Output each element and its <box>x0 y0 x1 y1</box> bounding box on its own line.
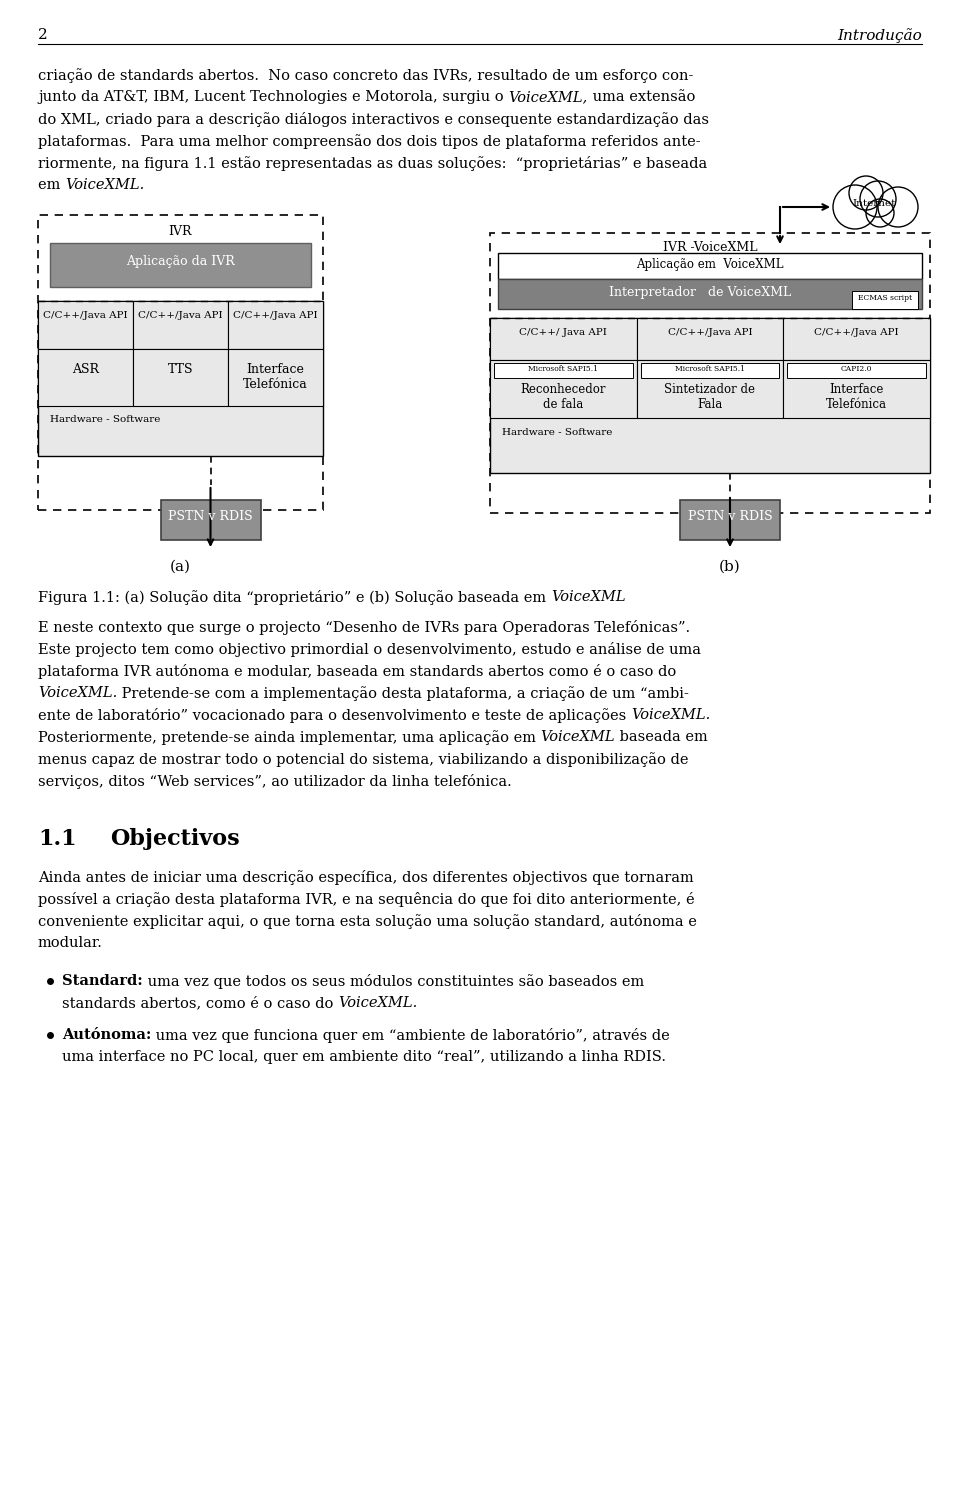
Text: Aplicação em  VoiceXML: Aplicação em VoiceXML <box>636 258 783 271</box>
Text: Figura 1.1: (a) Solução dita “proprietário” e (b) Solução baseada em: Figura 1.1: (a) Solução dita “proprietár… <box>38 590 551 605</box>
Text: Autónoma:: Autónoma: <box>62 1027 152 1042</box>
Bar <box>852 291 918 309</box>
Text: VoiceXML.: VoiceXML. <box>338 996 418 1009</box>
Bar <box>787 362 926 379</box>
Circle shape <box>878 186 918 227</box>
Text: (a): (a) <box>170 561 191 574</box>
Circle shape <box>866 198 894 227</box>
Text: menus capaz de mostrar todo o potencial do sistema, viabilizando a disponibiliza: menus capaz de mostrar todo o potencial … <box>38 751 688 766</box>
Bar <box>494 362 633 379</box>
Text: VoiceXML.: VoiceXML. <box>631 708 710 722</box>
Text: VoiceXML: VoiceXML <box>551 590 625 604</box>
Text: 1.1: 1.1 <box>38 828 77 850</box>
Text: C/C++/Java API: C/C++/Java API <box>43 312 128 321</box>
Text: Microsoft SAPI5.1: Microsoft SAPI5.1 <box>675 365 745 373</box>
Bar <box>50 243 311 286</box>
Text: C/C++/Java API: C/C++/Java API <box>138 312 223 321</box>
Bar <box>498 253 922 279</box>
Text: Sintetizador de
Fala: Sintetizador de Fala <box>664 383 756 412</box>
Text: conveniente explicitar aqui, o que torna esta solução uma solução standard, autó: conveniente explicitar aqui, o que torna… <box>38 914 697 929</box>
Text: ECMAS script: ECMAS script <box>858 294 912 303</box>
Circle shape <box>849 176 883 210</box>
Text: plataforma IVR autónoma e modular, baseada em standards abertos como é o caso do: plataforma IVR autónoma e modular, basea… <box>38 663 676 678</box>
Text: Microsoft SAPI5.1: Microsoft SAPI5.1 <box>528 365 598 373</box>
Bar <box>160 499 260 540</box>
Bar <box>38 349 133 406</box>
Text: baseada em: baseada em <box>615 731 708 744</box>
Text: PSTN v RDIS: PSTN v RDIS <box>687 510 772 523</box>
Text: standards abertos, como é o caso do: standards abertos, como é o caso do <box>62 996 338 1009</box>
Text: Hardware - Software: Hardware - Software <box>50 414 160 423</box>
Text: modular.: modular. <box>38 936 103 950</box>
Bar <box>636 359 783 417</box>
Bar <box>490 318 636 359</box>
Text: VoiceXML: VoiceXML <box>540 731 615 744</box>
Text: uma vez que funciona quer em “ambiente de laboratório”, através de: uma vez que funciona quer em “ambiente d… <box>152 1027 670 1044</box>
Text: riormente, na figura 1.1 estão representadas as duas soluções:  “proprietárias” : riormente, na figura 1.1 estão represent… <box>38 157 708 171</box>
Text: Ainda antes de iniciar uma descrição específica, dos diferentes objectivos que t: Ainda antes de iniciar uma descrição esp… <box>38 871 694 886</box>
Text: C/C++/Java API: C/C++/Java API <box>814 328 899 337</box>
Bar <box>228 349 323 406</box>
Text: PSTN v RDIS: PSTN v RDIS <box>168 510 252 523</box>
Bar <box>640 362 780 379</box>
Text: Pretende-se com a implementação desta plataforma, a criação de um “ambi-: Pretende-se com a implementação desta pl… <box>117 686 689 701</box>
Text: em: em <box>38 177 65 192</box>
Bar <box>498 279 922 309</box>
Bar <box>490 359 636 417</box>
Text: Este projecto tem como objectivo primordial o desenvolvimento, estudo e análise : Este projecto tem como objectivo primord… <box>38 643 701 658</box>
Text: VoiceXML.: VoiceXML. <box>65 177 144 192</box>
Text: Interpretador   de VoiceXML: Interpretador de VoiceXML <box>609 286 791 300</box>
Text: serviços, ditos “Web services”, ao utilizador da linha telefónica.: serviços, ditos “Web services”, ao utili… <box>38 774 512 789</box>
Text: possível a criação desta plataforma IVR, e na sequência do que foi dito anterior: possível a criação desta plataforma IVR,… <box>38 892 695 907</box>
Text: junto da AT&T, IBM, Lucent Technologies e Motorola, surgiu o: junto da AT&T, IBM, Lucent Technologies … <box>38 89 508 104</box>
Text: Objectivos: Objectivos <box>110 828 240 850</box>
Bar <box>490 318 930 473</box>
Text: Autónoma:: Autónoma: <box>62 1027 152 1042</box>
Text: uma vez que todos os seus módulos constituintes são baseados em: uma vez que todos os seus módulos consti… <box>143 974 644 989</box>
Text: ASR: ASR <box>72 362 99 376</box>
Text: VoiceXML.: VoiceXML. <box>38 686 117 699</box>
Text: uma extensão: uma extensão <box>588 89 695 104</box>
Bar <box>636 318 783 359</box>
Text: CAPI2.0: CAPI2.0 <box>841 365 873 373</box>
Text: Reconhecedor
de fala: Reconhecedor de fala <box>520 383 606 412</box>
Text: C/C++/Java API: C/C++/Java API <box>668 328 753 337</box>
Text: (b): (b) <box>719 561 741 574</box>
Text: uma interface no PC local, quer em ambiente dito “real”, utilizando a linha RDIS: uma interface no PC local, quer em ambie… <box>62 1050 666 1065</box>
Bar <box>783 318 930 359</box>
Text: IVR: IVR <box>169 225 192 239</box>
Circle shape <box>833 185 877 230</box>
Text: plataformas.  Para uma melhor compreensão dos dois tipos de plataforma referidos: plataformas. Para uma melhor compreensão… <box>38 134 701 149</box>
Text: do XML, criado para a descrição diálogos interactivos e consequente estandardiza: do XML, criado para a descrição diálogos… <box>38 112 709 127</box>
Bar <box>133 301 228 349</box>
Bar <box>680 499 780 540</box>
Text: Interface
Telefónica: Interface Telefónica <box>243 362 308 391</box>
Text: Aplicação da IVR: Aplicação da IVR <box>126 255 235 268</box>
Bar <box>133 349 228 406</box>
Bar <box>228 301 323 349</box>
Text: Internet: Internet <box>852 198 896 207</box>
Text: 2: 2 <box>38 28 48 42</box>
Bar <box>38 301 133 349</box>
Text: ente de laboratório” vocacionado para o desenvolvimento e teste de aplicações: ente de laboratório” vocacionado para o … <box>38 708 631 723</box>
Text: Standard:: Standard: <box>62 974 143 989</box>
Bar <box>38 301 323 456</box>
Text: IVR -VoiceXML: IVR -VoiceXML <box>662 242 757 253</box>
Text: Posteriormente, pretende-se ainda implementar, uma aplicação em: Posteriormente, pretende-se ainda implem… <box>38 731 540 746</box>
Text: Introdução: Introdução <box>837 28 922 43</box>
Text: TTS: TTS <box>168 362 193 376</box>
Text: VoiceXML,: VoiceXML, <box>508 89 588 104</box>
Text: criação de standards abertos.  No caso concreto das IVRs, resultado de um esforç: criação de standards abertos. No caso co… <box>38 69 693 83</box>
Bar <box>38 215 323 510</box>
Text: Interface
Telefónica: Interface Telefónica <box>827 383 887 412</box>
Text: Standard:: Standard: <box>62 974 143 989</box>
Text: Hardware - Software: Hardware - Software <box>502 428 612 437</box>
Text: C/C++/ Java API: C/C++/ Java API <box>519 328 608 337</box>
Text: E neste contexto que surge o projecto “Desenho de IVRs para Operadoras Telefónic: E neste contexto que surge o projecto “D… <box>38 620 690 635</box>
Text: C/C++/Java API: C/C++/Java API <box>233 312 318 321</box>
Bar <box>490 233 930 513</box>
Circle shape <box>860 180 896 218</box>
Bar <box>783 359 930 417</box>
